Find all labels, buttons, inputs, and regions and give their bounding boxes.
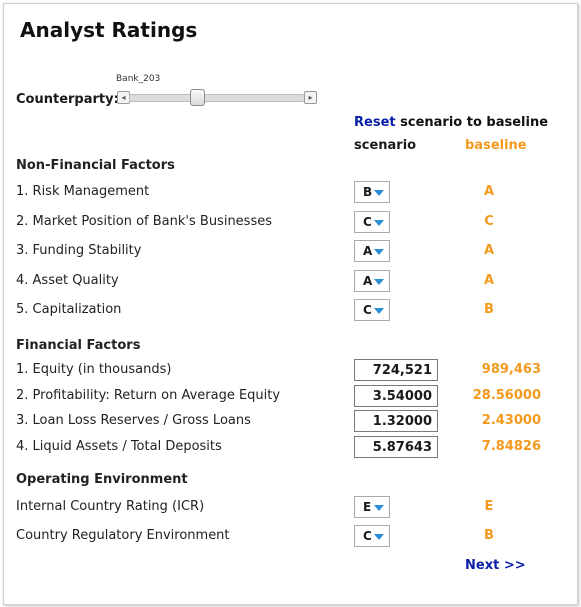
chevron-down-icon [374,308,384,314]
counterparty-slider[interactable]: ◂ ▸ [117,89,317,106]
op-row-label: Internal Country Rating (ICR) [16,499,205,514]
analyst-ratings-panel: Analyst Ratings Bank_203 Counterparty: ◂… [3,3,578,605]
nf-rating-dropdown[interactable]: A [354,270,390,292]
dropdown-value: C [363,303,372,317]
next-link[interactable]: Next >> [465,558,526,573]
nf-baseline-value: A [484,184,495,199]
equity-input[interactable]: 724,521 [354,359,438,381]
reset-link[interactable]: Reset [354,115,396,130]
op-baseline-value: E [484,499,494,514]
slider-value-caption: Bank_203 [116,74,161,84]
fin-baseline-value: 2.43000 [481,413,541,428]
nf-row-label: 5. Capitalization [16,302,122,317]
slider-thumb[interactable] [190,89,205,106]
financial-heading: Financial Factors [16,338,141,353]
nf-row-label: 4. Asset Quality [16,273,119,288]
icr-dropdown[interactable]: E [354,496,390,518]
loan-loss-reserves-input[interactable]: 1.32000 [354,410,438,432]
slider-track[interactable] [129,94,305,102]
op-baseline-value: B [484,528,494,543]
chevron-down-icon [374,279,384,285]
nf-baseline-value: C [484,214,494,229]
counterparty-label: Counterparty: [16,92,119,107]
chevron-down-icon [374,190,384,196]
profitability-input[interactable]: 3.54000 [354,385,438,407]
reset-line: Reset scenario to baseline [354,115,548,130]
scenario-column-header: scenario [354,138,417,153]
baseline-column-header: baseline [465,138,527,153]
nf-rating-dropdown[interactable]: C [354,299,390,321]
dropdown-value: C [363,529,372,543]
chevron-down-icon [374,534,384,540]
op-row-label: Country Regulatory Environment [16,528,230,543]
slider-right-arrow-icon[interactable]: ▸ [304,91,317,104]
fin-row-label: 3. Loan Loss Reserves / Gross Loans [16,413,251,428]
nf-rating-dropdown[interactable]: A [354,240,390,262]
nf-baseline-value: A [484,243,495,258]
dropdown-value: B [363,185,373,199]
chevron-down-icon [374,220,384,226]
dropdown-value: E [363,500,372,514]
non-financial-heading: Non-Financial Factors [16,158,175,173]
nf-baseline-value: B [484,302,494,317]
regulatory-dropdown[interactable]: C [354,525,390,547]
fin-baseline-value: 7.84826 [481,439,541,454]
nf-row-label: 1. Risk Management [16,184,150,199]
chevron-down-icon [374,505,384,511]
liquid-assets-input[interactable]: 5.87643 [354,436,438,458]
fin-baseline-value: 28.56000 [472,388,541,403]
fin-row-label: 4. Liquid Assets / Total Deposits [16,439,222,454]
dropdown-value: A [363,274,373,288]
operating-heading: Operating Environment [16,472,188,487]
dropdown-value: C [363,215,372,229]
fin-baseline-value: 989,463 [481,362,541,377]
nf-row-label: 2. Market Position of Bank's Businesses [16,214,272,229]
nf-baseline-value: A [484,273,495,288]
nf-row-label: 3. Funding Stability [16,243,142,258]
nf-rating-dropdown[interactable]: C [354,211,390,233]
dropdown-value: A [363,244,373,258]
reset-text: scenario to baseline [395,115,549,130]
fin-row-label: 2. Profitability: Return on Average Equi… [16,388,281,403]
fin-row-label: 1. Equity (in thousands) [16,362,172,377]
page-title: Analyst Ratings [20,18,198,42]
chevron-down-icon [374,249,384,255]
nf-rating-dropdown[interactable]: B [354,181,390,203]
